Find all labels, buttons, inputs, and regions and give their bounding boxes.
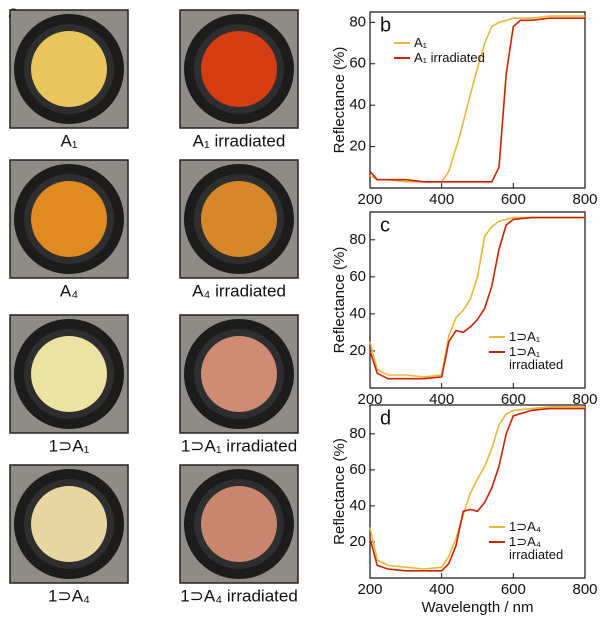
- y-tick-label: 40: [349, 96, 366, 113]
- x-tick-label: 400: [429, 191, 454, 208]
- legend-swatch: [489, 351, 505, 353]
- sample-disc: [31, 31, 107, 107]
- photo-label: 1⊃A₁: [49, 436, 90, 455]
- sample-disc: [201, 181, 277, 257]
- x-tick-label: 600: [501, 581, 526, 598]
- plot-frame: [369, 211, 586, 389]
- photo-label: 1⊃A₄: [48, 586, 90, 605]
- x-tick-label: 600: [501, 391, 526, 408]
- legend-item: A₁: [394, 36, 486, 49]
- series-line: [369, 406, 585, 570]
- photo-label: A₄: [60, 281, 78, 300]
- x-tick-label: 200: [357, 581, 382, 598]
- y-tick-label: 80: [349, 425, 366, 442]
- photo-label: A₁: [60, 131, 77, 150]
- sample-disc: [201, 336, 277, 412]
- sample-disc: [31, 336, 107, 412]
- plot-frame: [369, 11, 586, 189]
- panel-label: b: [380, 14, 391, 36]
- legend-swatch: [489, 541, 505, 543]
- legend-swatch: [489, 336, 505, 338]
- y-tick-label: 60: [349, 268, 366, 285]
- legend-item: 1⊃A₄: [489, 520, 581, 533]
- photo-label: 1⊃A₁ irradiated: [181, 436, 297, 455]
- legend-item: A₁ irradiated: [394, 51, 486, 64]
- legend: 1⊃A₁ 1⊃A₁ irradiated: [489, 330, 581, 373]
- legend-swatch: [394, 42, 410, 44]
- x-tick-label: 800: [572, 581, 597, 598]
- x-tick-label: 800: [572, 191, 597, 208]
- sample-disc: [31, 181, 107, 257]
- x-tick-label: 400: [429, 391, 454, 408]
- x-tick-label: 600: [501, 191, 526, 208]
- legend-label: 1⊃A₁ irradiated: [509, 344, 564, 372]
- y-tick-label: 80: [349, 231, 366, 248]
- x-tick-label: 800: [572, 391, 597, 408]
- legend-label: A₁: [414, 35, 428, 50]
- y-tick-label: 40: [349, 497, 366, 514]
- y-tick-label: 40: [349, 305, 366, 322]
- series-line: [369, 17, 585, 183]
- x-axis-label: Wavelength / nm: [422, 599, 534, 616]
- y-axis-label: Reflectance (%): [331, 438, 348, 545]
- y-tick-label: 60: [349, 461, 366, 478]
- sample-disc: [201, 486, 277, 562]
- series-line: [369, 15, 585, 183]
- photo-label: 1⊃A₄ irradiated: [180, 586, 298, 605]
- legend-swatch: [489, 526, 505, 528]
- legend-label: 1⊃A₄ irradiated: [509, 534, 564, 562]
- sample-disc: [201, 31, 277, 107]
- x-tick-label: 200: [357, 391, 382, 408]
- legend-label: 1⊃A₁: [509, 329, 541, 344]
- photo-label: A₄ irradiated: [192, 281, 286, 300]
- legend-item: 1⊃A₁ irradiated: [489, 345, 581, 371]
- legend-label: 1⊃A₄: [509, 519, 542, 534]
- legend: A₁ A₁ irradiated: [394, 36, 486, 66]
- y-tick-label: 20: [349, 138, 366, 155]
- y-tick-label: 20: [349, 533, 366, 550]
- y-axis-label: Reflectance (%): [331, 247, 348, 354]
- panel-label: c: [380, 214, 390, 236]
- y-axis-label: Reflectance (%): [331, 47, 348, 154]
- photo-label: A₁ irradiated: [193, 131, 286, 150]
- y-tick-label: 80: [349, 13, 366, 30]
- x-tick-label: 400: [429, 581, 454, 598]
- legend: 1⊃A₄ 1⊃A₄ irradiated: [489, 520, 581, 563]
- y-tick-label: 60: [349, 55, 366, 72]
- legend-swatch: [394, 57, 410, 59]
- sample-disc: [31, 486, 107, 562]
- legend-label: A₁ irradiated: [414, 50, 485, 65]
- legend-item: 1⊃A₁: [489, 330, 581, 343]
- y-tick-label: 20: [349, 342, 366, 359]
- series-line: [369, 216, 585, 380]
- series-line: [369, 407, 585, 572]
- legend-item: 1⊃A₄ irradiated: [489, 535, 581, 561]
- x-tick-label: 200: [357, 191, 382, 208]
- plot-frame: [369, 404, 586, 579]
- panel-label: d: [380, 407, 391, 429]
